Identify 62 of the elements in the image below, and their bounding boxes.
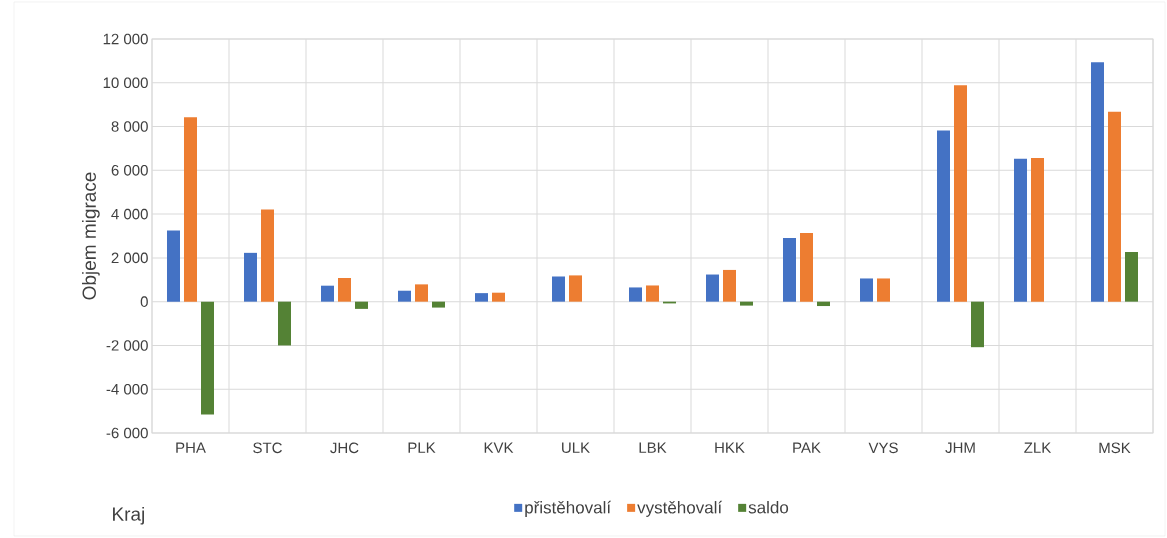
bar — [783, 237, 796, 302]
bar — [321, 285, 334, 302]
x-tick-label: ZLK — [1024, 442, 1052, 453]
bar — [1031, 158, 1044, 302]
bar — [278, 301, 291, 346]
bar — [629, 287, 642, 302]
bar — [432, 301, 445, 308]
x-axis-title: Kraj — [113, 506, 144, 525]
bar — [415, 284, 428, 302]
bar — [552, 276, 565, 302]
y-tick-label: 6 000 — [111, 165, 148, 176]
y-tick-label: -2 000 — [106, 340, 148, 351]
bar — [954, 85, 967, 302]
bar — [877, 278, 890, 302]
bar — [800, 232, 813, 302]
x-tick-label: STC — [253, 442, 282, 454]
x-tick-label: PAK — [793, 442, 821, 453]
bar — [261, 209, 274, 302]
legend-label: přistěhovalí — [525, 500, 612, 517]
bar — [475, 293, 488, 302]
y-tick-label: -4 000 — [106, 383, 148, 395]
bar — [398, 290, 411, 302]
bar — [740, 301, 753, 306]
bar — [706, 274, 719, 302]
x-tick-label: ULK — [562, 442, 590, 453]
bar — [1091, 62, 1104, 302]
y-axis-title: Objem migrace — [82, 172, 100, 300]
bar — [937, 130, 950, 302]
bar — [201, 301, 214, 415]
legend-label: vystěhovalí — [637, 500, 723, 517]
bar — [569, 275, 582, 302]
bar — [723, 269, 736, 302]
bar — [1125, 251, 1138, 302]
y-tick-label: 10 000 — [103, 77, 148, 89]
bar — [646, 285, 659, 302]
y-tick-label: 0 — [140, 296, 148, 307]
bar — [338, 278, 351, 302]
bar — [167, 230, 180, 302]
bar — [355, 301, 368, 309]
legend-label: saldo — [748, 500, 789, 514]
x-tick-label: JHM — [945, 442, 975, 453]
x-tick-label: KVK — [484, 442, 514, 453]
x-tick-label: MSK — [1099, 442, 1131, 454]
bar — [1014, 158, 1027, 302]
bar — [492, 292, 505, 302]
bar — [971, 301, 984, 348]
bar — [860, 278, 873, 302]
bar — [184, 117, 197, 302]
x-tick-label: PHA — [176, 442, 206, 453]
bar — [817, 301, 830, 307]
y-tick-label: 2 000 — [111, 252, 148, 264]
bar — [1108, 111, 1121, 302]
x-tick-label: VYS — [868, 442, 898, 454]
y-tick-label: 4 000 — [111, 208, 148, 220]
x-tick-label: JHC — [330, 442, 359, 454]
y-tick-label: -6 000 — [106, 427, 148, 439]
x-tick-label: LBK — [639, 442, 667, 453]
x-tick-label: PLK — [408, 442, 436, 453]
bar — [244, 252, 257, 302]
y-tick-label: 12 000 — [103, 33, 148, 45]
x-tick-label: HKK — [715, 442, 745, 453]
y-tick-label: 8 000 — [111, 121, 148, 132]
